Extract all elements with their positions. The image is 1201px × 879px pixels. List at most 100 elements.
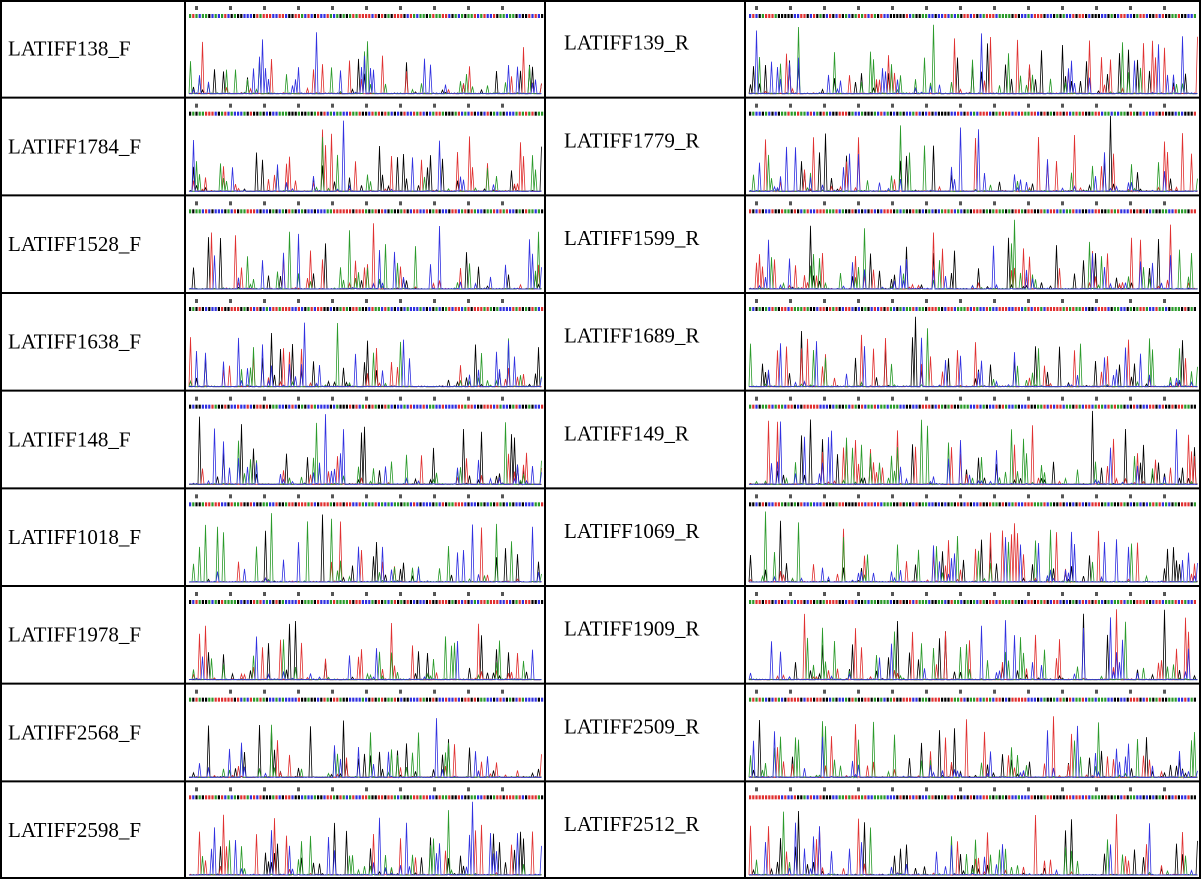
- base-call: [1161, 111, 1164, 116]
- base-call: [829, 14, 832, 18]
- base-call: [454, 502, 457, 507]
- base-call: [307, 14, 310, 18]
- base-call: [1097, 795, 1100, 800]
- base-call: [521, 502, 524, 507]
- base-call: [960, 209, 963, 214]
- base-call: [1129, 697, 1132, 702]
- base-call: [278, 795, 281, 800]
- base-call: [1184, 502, 1187, 507]
- position-tick: [789, 592, 792, 596]
- base-call: [496, 795, 499, 800]
- base-call: [480, 14, 483, 18]
- base-call: [265, 600, 268, 604]
- base-call: [537, 502, 540, 507]
- base-call: [976, 307, 979, 311]
- base-call: [1165, 600, 1168, 604]
- base-call: [1059, 600, 1062, 604]
- base-call: [1117, 209, 1120, 214]
- base-call: [809, 600, 812, 604]
- base-call: [505, 600, 508, 604]
- base-call: [192, 502, 195, 507]
- base-call: [1149, 502, 1152, 507]
- sample-label: LATIFF139_R: [564, 31, 689, 55]
- base-call: [208, 307, 211, 311]
- base-call: [790, 697, 793, 702]
- base-call: [1133, 697, 1136, 702]
- base-call: [1181, 209, 1184, 214]
- position-tick: [1163, 6, 1166, 10]
- base-call: [1126, 697, 1129, 702]
- base-call: [237, 600, 240, 604]
- position-tick: [263, 396, 266, 401]
- base-call: [477, 209, 480, 214]
- base-call: [1072, 697, 1075, 702]
- base-call: [1120, 600, 1123, 604]
- base-call: [797, 404, 800, 409]
- base-call: [1133, 307, 1136, 311]
- base-call: [880, 209, 883, 214]
- base-call: [441, 307, 444, 311]
- base-call: [800, 307, 803, 311]
- base-call: [541, 795, 544, 800]
- base-call: [905, 307, 908, 311]
- base-call: [230, 404, 233, 409]
- base-call: [509, 14, 512, 18]
- base-call: [1110, 600, 1113, 604]
- base-call: [454, 404, 457, 409]
- position-tick: [789, 299, 792, 303]
- trace: [188, 414, 542, 486]
- base-call: [873, 209, 876, 214]
- base-call: [313, 502, 316, 507]
- position-tick: [1129, 6, 1132, 10]
- base-call: [349, 502, 352, 507]
- base-call: [278, 502, 281, 507]
- base-call: [950, 404, 953, 409]
- base-call: [227, 502, 230, 507]
- base-call: [294, 502, 297, 507]
- base-call: [224, 209, 227, 214]
- base-call: [973, 307, 976, 311]
- base-call: [771, 111, 774, 116]
- position-tick: [331, 201, 334, 206]
- base-call: [1104, 600, 1107, 604]
- base-call: [752, 795, 755, 800]
- base-call: [835, 795, 838, 800]
- base-call: [813, 795, 816, 800]
- base-call: [1040, 404, 1043, 409]
- base-call: [265, 111, 268, 116]
- base-call: [825, 795, 828, 800]
- base-call: [941, 14, 944, 18]
- position-tick: [959, 6, 962, 10]
- base-call: [880, 404, 883, 409]
- base-call: [1133, 209, 1136, 214]
- base-call: [307, 795, 310, 800]
- base-call: [361, 307, 364, 311]
- position-tick: [263, 787, 266, 792]
- base-call: [829, 697, 832, 702]
- base-call: [797, 600, 800, 604]
- base-call: [1008, 600, 1011, 604]
- base-call: [333, 111, 336, 116]
- base-call: [416, 111, 419, 116]
- base-call: [829, 600, 832, 604]
- base-call: [429, 697, 432, 702]
- base-call: [966, 795, 969, 800]
- base-call: [921, 502, 924, 507]
- base-call: [451, 111, 454, 116]
- base-call: [297, 111, 300, 116]
- base-call: [934, 697, 937, 702]
- base-call: [429, 307, 432, 311]
- base-call: [989, 795, 992, 800]
- base-call: [755, 795, 758, 800]
- base-call: [1126, 14, 1129, 18]
- base-call: [413, 404, 416, 409]
- base-call: [505, 404, 508, 409]
- base-call: [224, 795, 227, 800]
- base-call: [1184, 111, 1187, 116]
- position-tick: [959, 299, 962, 303]
- base-call: [803, 14, 806, 18]
- base-call: [1184, 307, 1187, 311]
- base-call: [467, 307, 470, 311]
- base-call: [521, 209, 524, 214]
- base-call: [784, 404, 787, 409]
